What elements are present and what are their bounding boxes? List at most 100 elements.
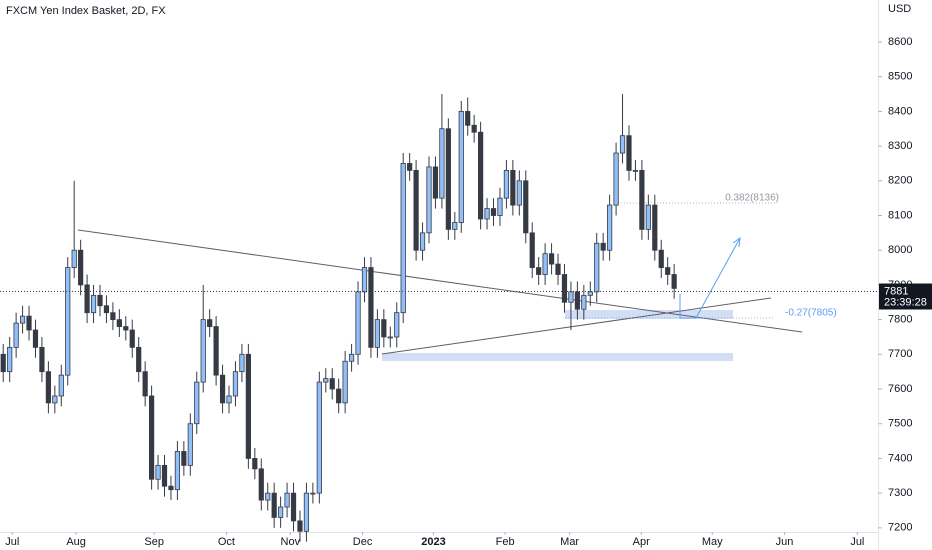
candle-body: [19, 315, 26, 324]
candle-body: [239, 353, 245, 373]
last-price-box: [879, 283, 932, 310]
candle-body: [110, 312, 116, 321]
candle-body: [65, 267, 71, 376]
candle-body: [381, 319, 387, 338]
y-tick-label: 7800: [888, 314, 912, 326]
candle-body: [232, 371, 239, 397]
trendline: [77, 229, 803, 333]
candle-body: [45, 371, 51, 404]
x-tick-label: Feb: [496, 536, 515, 548]
candle-body: [548, 253, 555, 265]
x-tick-label: Sep: [144, 536, 164, 548]
candle-body: [129, 329, 135, 348]
candle-body: [471, 124, 477, 133]
candle-body: [594, 242, 600, 293]
candle-body: [413, 169, 419, 251]
candle-body: [336, 388, 342, 404]
candle-body: [90, 294, 97, 314]
y-tick-label: 8300: [888, 140, 912, 152]
candle-body: [348, 353, 355, 362]
x-tick-label: Oct: [218, 536, 235, 548]
y-tick-label: 8100: [888, 209, 912, 221]
candle-body: [645, 204, 651, 230]
candle-body: [290, 492, 297, 522]
y-tick-label: 7700: [888, 348, 912, 360]
candle-body: [581, 294, 587, 310]
candle-body: [574, 291, 580, 310]
zone: [382, 353, 733, 361]
candle-body: [271, 492, 277, 518]
y-tick-label: 8200: [888, 175, 912, 187]
x-tick-label: 2023: [421, 536, 445, 548]
candle-body: [426, 166, 432, 234]
candle-body: [52, 395, 58, 404]
candle-body: [316, 381, 322, 494]
candle-body: [536, 267, 542, 275]
candle-body: [355, 291, 361, 355]
candle-body: [368, 267, 374, 348]
candle-body: [303, 492, 310, 532]
candle-body: [619, 135, 626, 154]
candle-body: [374, 319, 380, 348]
candle-body: [181, 451, 187, 466]
candle-body: [639, 169, 645, 230]
candle-body: [490, 208, 497, 216]
candle-body: [7, 346, 13, 373]
candle-body: [149, 395, 155, 480]
last-price-label: 7881: [884, 285, 908, 297]
candle-body: [226, 395, 232, 404]
candle-body: [26, 315, 32, 331]
chart-title: FXCM Yen Index Basket, 2D, FX: [6, 5, 166, 17]
y-tick-label: 8600: [888, 36, 912, 48]
candle-body: [219, 374, 226, 404]
candle-body: [516, 180, 522, 206]
candle-body: [600, 242, 606, 251]
candle-body: [465, 110, 471, 126]
candle-body: [258, 468, 264, 501]
candle-body: [478, 131, 484, 220]
candle-body: [84, 284, 90, 314]
candle-body: [587, 291, 593, 296]
candle-body: [310, 492, 316, 495]
drawings: [77, 202, 803, 361]
x-tick-label: Aug: [66, 536, 86, 548]
y-tick-label: 8500: [888, 71, 912, 83]
candle-body: [452, 222, 458, 230]
y-tick-label: 8400: [888, 105, 912, 117]
candle-body: [200, 319, 206, 383]
candle-body: [194, 381, 200, 425]
y-tick-label: 7600: [888, 383, 912, 395]
candle-body: [542, 253, 548, 275]
candle-body: [361, 267, 368, 293]
currency-label: USD: [888, 3, 911, 15]
candle-body: [213, 326, 219, 376]
candle-body: [568, 291, 574, 303]
candle-body: [632, 169, 639, 172]
x-tick-label: May: [702, 536, 723, 548]
candle-body: [13, 322, 19, 348]
candle-body: [97, 294, 103, 307]
zone: [565, 310, 733, 319]
y-tick-label: 7500: [888, 418, 912, 430]
candle-body: [407, 163, 413, 171]
x-tick-label: Jun: [776, 536, 794, 548]
candle-body: [174, 451, 181, 491]
candle-body: [665, 267, 671, 275]
countdown-label: 23:39:28: [884, 296, 927, 308]
candle-body: [39, 346, 45, 373]
y-tick-label: 8000: [888, 244, 912, 256]
y-tick-label: 7400: [888, 452, 912, 464]
candle-body: [419, 232, 426, 251]
candle-body: [439, 128, 445, 199]
candle-body: [432, 166, 439, 199]
x-tick-label: Jul: [5, 536, 19, 548]
candle-body: [671, 274, 677, 289]
candle-body: [503, 169, 510, 199]
candle-body: [142, 371, 148, 397]
candle-body: [613, 152, 619, 206]
candle-body: [523, 180, 529, 234]
candle-body: [607, 204, 613, 251]
candle-body: [245, 353, 251, 459]
candle-body: [168, 485, 174, 491]
